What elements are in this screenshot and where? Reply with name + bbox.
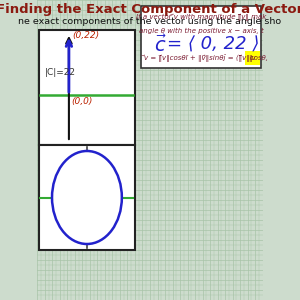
Text: If a vector ⃗v with magnitude ‖⃗v‖ mak: If a vector ⃗v with magnitude ‖⃗v‖ mak — [136, 13, 266, 21]
Text: ne exact components of the vector using the angle sho: ne exact components of the vector using … — [18, 16, 282, 26]
Text: (0,22): (0,22) — [72, 31, 99, 40]
Circle shape — [52, 151, 122, 244]
Text: ‖v: ‖v — [248, 55, 256, 62]
Text: (0,0): (0,0) — [71, 97, 92, 106]
Text: Finding the Exact Component of a Vector: Finding the Exact Component of a Vector — [0, 2, 300, 16]
Bar — [141, 6, 261, 68]
Bar — [244, 51, 260, 65]
Text: = ⟨ 0, 22 ⟩: = ⟨ 0, 22 ⟩ — [167, 36, 260, 54]
Bar — [39, 145, 135, 250]
Text: |C|=22: |C|=22 — [45, 68, 76, 77]
Text: $\vec{c}$: $\vec{c}$ — [154, 34, 167, 56]
Bar — [39, 30, 135, 145]
Text: ⃗v = ‖⃗v‖cosθī + ‖v⃗‖sinθĵ = ⟨‖⃗v‖cosθ,: ⃗v = ‖⃗v‖cosθī + ‖v⃗‖sinθĵ = ⟨‖⃗v‖cosθ, — [144, 54, 268, 62]
Text: angle θ with the positive x − axis, t: angle θ with the positive x − axis, t — [139, 28, 263, 34]
